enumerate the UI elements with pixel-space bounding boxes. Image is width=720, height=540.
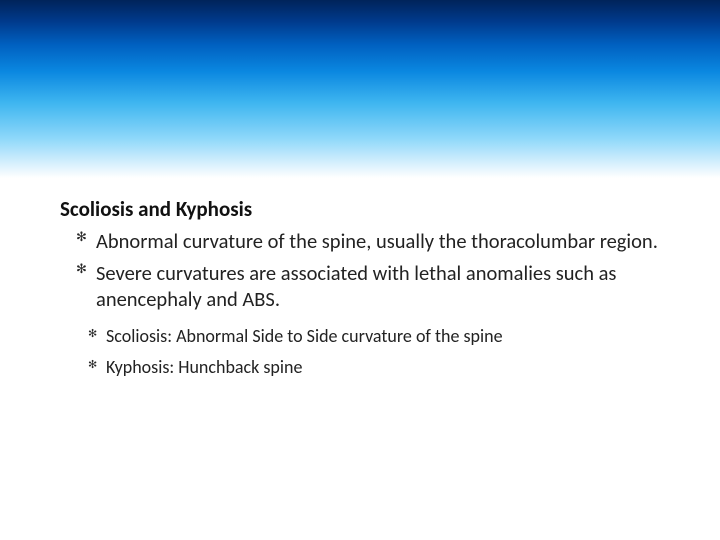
list-item: Kyphosis: Hunchback spine xyxy=(88,354,660,381)
bullet-list: Abnormal curvature of the spine, usually… xyxy=(60,228,660,313)
slide-header-gradient xyxy=(0,0,720,178)
sub-bullet-list: Scoliosis: Abnormal Side to Side curvatu… xyxy=(60,323,660,381)
list-item: Severe curvatures are associated with le… xyxy=(76,260,660,312)
slide-title: Scoliosis and Kyphosis xyxy=(60,196,660,222)
list-item: Scoliosis: Abnormal Side to Side curvatu… xyxy=(88,323,660,350)
list-item: Abnormal curvature of the spine, usually… xyxy=(76,228,660,254)
slide-content: Scoliosis and Kyphosis Abnormal curvatur… xyxy=(60,196,660,385)
